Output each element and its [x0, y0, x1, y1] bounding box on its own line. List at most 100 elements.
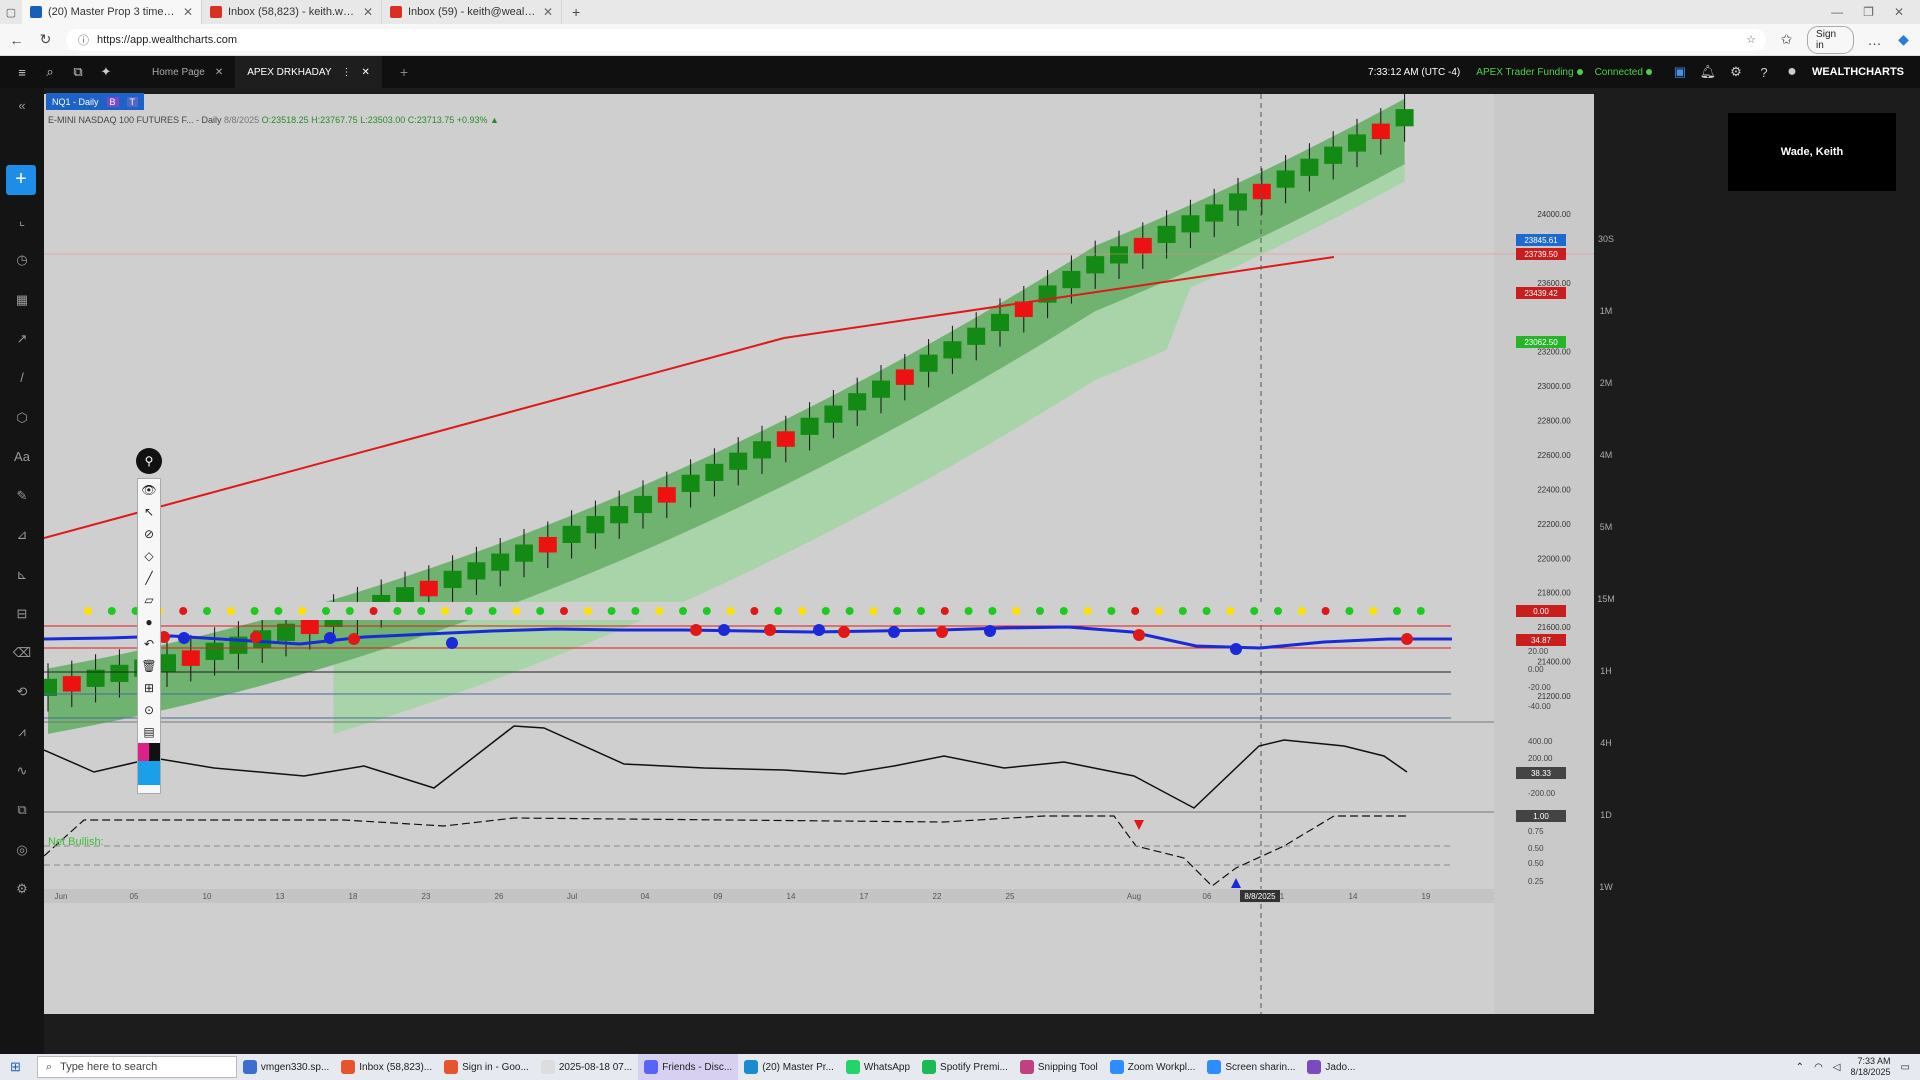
more-options-icon[interactable]: …	[1867, 31, 1882, 48]
collapse-icon[interactable]: «	[18, 98, 26, 113]
close-tab-icon[interactable]: ✕	[214, 66, 224, 78]
notifications-icon[interactable]: 🔔︎	[1699, 64, 1717, 79]
search-icon[interactable]: ⌕	[46, 64, 54, 79]
clipboard-icon[interactable]: ▤	[143, 725, 155, 739]
url-field[interactable]: ⓘ https://app.wealthcharts.com ☆	[66, 28, 1767, 51]
copy-icon[interactable]: ⧉	[17, 802, 27, 817]
help-icon[interactable]: ?	[1760, 64, 1768, 80]
signal-dot	[369, 607, 378, 615]
wifi-icon[interactable]: ◠	[1814, 1061, 1823, 1073]
line-tool-icon[interactable]: /	[20, 370, 24, 385]
taskbar-item-10[interactable]: Zoom Workpl...	[1104, 1054, 1202, 1080]
back-icon[interactable]: ←	[9, 31, 24, 48]
taskbar-item-2[interactable]: Inbox (58,823)...	[335, 1054, 438, 1080]
taskbar-clock[interactable]: 7:33 AM 8/18/2025	[1851, 1056, 1891, 1078]
eraser-icon[interactable]: ⌫	[12, 645, 32, 660]
sign-in-button[interactable]: Sign in	[1807, 25, 1854, 54]
layouts-icon[interactable]: ⧉	[73, 64, 83, 79]
timeframe-label: 1M	[1600, 306, 1613, 316]
trash-icon[interactable]: 🗑︎	[141, 659, 157, 673]
minimize-icon[interactable]: —	[1831, 5, 1844, 19]
tab-options-icon[interactable]: ⋮	[341, 66, 352, 78]
chevron-up-icon[interactable]: ⌃	[1795, 1061, 1805, 1073]
eraser-icon[interactable]: ▱	[144, 593, 154, 607]
taskbar-search[interactable]: ⌕ Type here to search	[36, 1056, 237, 1078]
taskbar-item-12[interactable]: Jado...	[1301, 1054, 1361, 1080]
refresh-icon[interactable]: ↻	[39, 31, 52, 47]
color-palette-icon[interactable]	[138, 743, 160, 761]
copilot-icon[interactable]: ◆	[1898, 31, 1909, 47]
undo-icon[interactable]: ↶	[143, 637, 155, 651]
notification-center-icon[interactable]: ▭	[1900, 1061, 1910, 1073]
user-avatar-icon[interactable]: ●	[1787, 63, 1797, 80]
discord-icon	[644, 1060, 659, 1074]
taskbar-item-3[interactable]: Sign in - Goo...	[438, 1054, 535, 1080]
site-info-icon[interactable]: ⓘ	[78, 34, 90, 47]
taskbar-item-7[interactable]: WhatsApp	[840, 1054, 916, 1080]
brush-icon[interactable]: ✎	[16, 488, 28, 503]
buy-badge[interactable]: B	[106, 96, 119, 107]
calendar-icon[interactable]: ▦	[15, 292, 29, 307]
favorite-star-icon[interactable]: ☆	[1746, 34, 1757, 46]
browser-tab-1[interactable]: (20) Master Prop 3 timeframes - ✕	[22, 0, 202, 24]
add-tab-icon[interactable]: +	[399, 64, 409, 80]
shapes-icon[interactable]: ⬡	[16, 410, 28, 425]
taskbar-item-9[interactable]: Snipping Tool	[1014, 1054, 1104, 1080]
indicators-icon[interactable]: ⊟	[16, 606, 28, 621]
menu-icon[interactable]: ≡	[18, 64, 26, 80]
chart-type-icon[interactable]: ⌞	[18, 213, 26, 228]
price-axis-label: 23200.00	[1537, 348, 1571, 357]
close-tab-icon[interactable]: ✕	[182, 5, 193, 19]
taskbar-item-11[interactable]: Screen sharin...	[1201, 1054, 1301, 1080]
add-button[interactable]: +	[6, 165, 36, 195]
favorites-icon[interactable]: ✩	[1780, 31, 1793, 47]
new-tab-icon[interactable]: +	[572, 4, 581, 20]
volume-icon[interactable]: ◁	[1832, 1061, 1841, 1073]
symbol-tag[interactable]: NQ1 - Daily B T	[46, 93, 145, 110]
save-icon[interactable]: ▣	[1673, 64, 1687, 79]
taskbar-item-5[interactable]: Friends - Disc...	[638, 1054, 739, 1080]
tab-actions-icon[interactable]: ▢	[5, 6, 17, 19]
close-tab-icon[interactable]: ✕	[362, 5, 373, 19]
cursor-icon[interactable]: ↖	[143, 505, 155, 519]
visibility-icon[interactable]: 👁︎	[141, 483, 157, 497]
taskbar-item-4[interactable]: 2025-08-18 07...	[535, 1054, 638, 1080]
chart-area[interactable]: 24000.0023600.0023200.0023000.0022800.00…	[44, 56, 1920, 1034]
lock-icon[interactable]: ⊘	[143, 527, 155, 541]
tab-home-page[interactable]: Home Page ✕	[140, 56, 235, 88]
trade-badge[interactable]: T	[126, 96, 139, 107]
browser-tab-3[interactable]: Inbox (59) - keith@wealthcharts. ✕	[382, 0, 562, 24]
osc3-axis-label: 400.00	[1528, 737, 1553, 746]
trend-icon[interactable]: ↗	[16, 331, 28, 346]
camera-icon[interactable]: ⊙	[143, 703, 155, 717]
measure-icon[interactable]: ⊿	[16, 527, 28, 542]
tag-icon[interactable]: ◇	[144, 549, 154, 563]
taskbar-item-8[interactable]: Spotify Premi...	[916, 1054, 1014, 1080]
close-window-icon[interactable]: ✕	[1893, 5, 1904, 19]
maximize-icon[interactable]: ❐	[1863, 5, 1874, 19]
settings-gear-icon[interactable]: ⚙	[1730, 64, 1742, 79]
curve-icon[interactable]: ∿	[16, 763, 28, 778]
settings-icon[interactable]: ⚙	[16, 881, 28, 896]
ruler-icon[interactable]: ⊾	[16, 567, 28, 582]
line-icon[interactable]: ╱	[145, 571, 153, 585]
ai-icon[interactable]: ✦	[100, 64, 112, 79]
target-icon[interactable]: ◎	[16, 842, 28, 857]
history-icon[interactable]: ◷	[16, 252, 28, 267]
tab-apex-drkhaday[interactable]: APEX DRKHADAY ⋮ ✕	[235, 56, 382, 88]
stats-icon[interactable]: ⩘	[18, 724, 26, 739]
osc2-marker	[813, 624, 825, 636]
signal-dot	[583, 607, 592, 615]
text-tool-icon[interactable]: Aa	[14, 449, 30, 464]
dot-icon[interactable]: ●	[145, 615, 153, 629]
color-swatch[interactable]	[138, 761, 160, 785]
taskbar-item-1[interactable]: vmgen330.sp...	[237, 1054, 335, 1080]
browser-tab-2[interactable]: Inbox (58,823) - keith.wade.dba@ ✕	[202, 0, 382, 24]
close-tab-icon[interactable]: ✕	[361, 66, 370, 78]
close-tab-icon[interactable]: ✕	[542, 5, 553, 19]
taskbar-item-6[interactable]: (20) Master Pr...	[738, 1054, 840, 1080]
sync-icon[interactable]: ⟲	[16, 684, 28, 699]
stamp-icon[interactable]: ⊞	[143, 681, 155, 695]
location-pin-icon[interactable]: ⚲	[136, 448, 162, 474]
windows-start-icon[interactable]: ⊞	[10, 1059, 21, 1074]
